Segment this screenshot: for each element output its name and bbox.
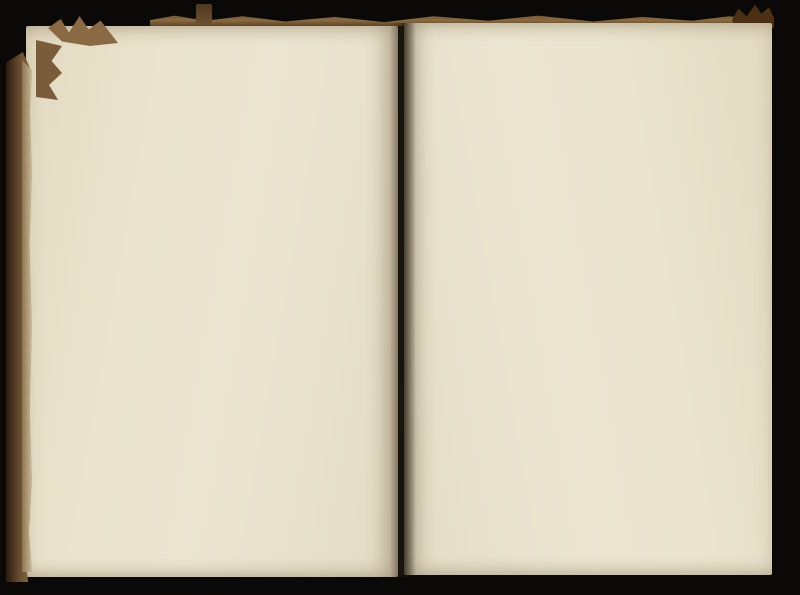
left-page [26,26,398,577]
right-page [404,23,772,575]
book-top-edge [150,15,766,26]
page-tab [196,4,212,24]
page-stack-edge [22,60,32,572]
binding-gutter [390,23,416,577]
book-cover-right-edge [772,28,788,574]
